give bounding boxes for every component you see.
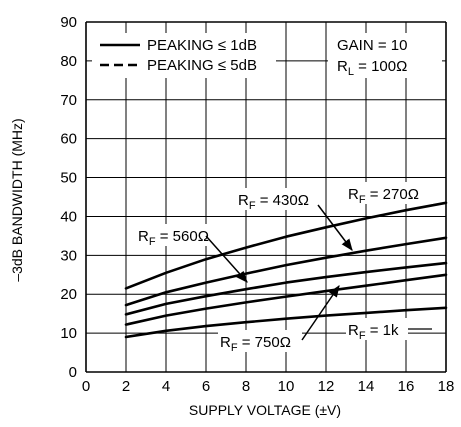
annotation-1k: RF = 1k <box>348 322 399 342</box>
x-tick-label: 0 <box>82 378 90 395</box>
curve-annotations: RF = 430Ω RF = 270Ω RF = 560Ω RF = 750Ω … <box>136 182 433 354</box>
annotation-430: RF = 430Ω <box>238 192 309 212</box>
load-r: R <box>337 58 348 75</box>
annotation-1k-sub: F <box>359 330 366 342</box>
y-axis-label: –3dB BANDWIDTH (MHz) <box>9 118 25 281</box>
load-condition: RL = 100Ω <box>337 58 407 78</box>
test-conditions: GAIN = 10 RL = 100Ω <box>328 33 442 78</box>
annotation-750-sub: F <box>231 342 238 354</box>
annotation-1k-bg <box>346 318 408 340</box>
annotation-560-r: R <box>138 228 149 245</box>
x-axis-label: SUPPLY VOLTAGE (±V) <box>189 402 341 418</box>
x-tick-label: 12 <box>318 378 335 395</box>
x-tick-label: 10 <box>278 378 295 395</box>
arrow-750 <box>301 285 340 341</box>
annotation-270-value: = 270Ω <box>366 186 419 203</box>
annotation-560: RF = 560Ω <box>138 228 209 248</box>
legend-label-5db: PEAKING ≤ 5dB <box>147 57 257 74</box>
y-tick-label: 30 <box>60 247 77 264</box>
annotation-750-r: R <box>220 334 231 351</box>
annotation-270: RF = 270Ω <box>348 186 419 206</box>
y-tick-label: 0 <box>69 364 77 381</box>
arrow-430 <box>317 204 353 251</box>
x-tick-label: 2 <box>122 378 130 395</box>
annotation-430-bg <box>236 188 320 210</box>
legend-background <box>92 33 276 78</box>
annotation-1k-value: = 1k <box>366 322 399 339</box>
legend-label-1db: PEAKING ≤ 1dB <box>147 37 257 54</box>
annotation-750-value: = 750Ω <box>238 334 291 351</box>
legend: PEAKING ≤ 1dB PEAKING ≤ 5dB <box>92 33 276 78</box>
y-tick-label: 60 <box>60 131 77 148</box>
x-tick-label: 6 <box>202 378 210 395</box>
annotation-430-r: R <box>238 192 249 209</box>
annotation-560-bg <box>136 224 220 246</box>
annotation-750: RF = 750Ω <box>220 334 291 354</box>
load-value: = 100Ω <box>354 58 407 75</box>
x-tick-label: 4 <box>162 378 170 395</box>
tick-labels: 0 2 4 6 8 10 12 14 16 18 0 10 20 30 40 50 60 70 80 90 <box>60 14 454 395</box>
y-tick-label: 10 <box>60 325 77 342</box>
annotation-430-sub: F <box>249 200 256 212</box>
series-line <box>124 306 448 339</box>
series-line <box>124 273 448 326</box>
annotation-270-bg <box>345 182 433 204</box>
x-tick-label: 14 <box>358 378 375 395</box>
annotation-270-r: R <box>348 186 359 203</box>
conditions-background <box>328 33 442 78</box>
series-line <box>124 201 448 290</box>
y-tick-label: 90 <box>60 14 77 31</box>
annotation-560-value: = 560Ω <box>156 228 209 245</box>
x-tick-label: 16 <box>398 378 415 395</box>
arrow-560 <box>205 235 248 283</box>
annotation-430-value: = 430Ω <box>256 192 309 209</box>
series-lines <box>124 201 448 339</box>
y-tick-label: 20 <box>60 286 77 303</box>
x-tick-label: 8 <box>242 378 250 395</box>
y-tick-label: 70 <box>60 92 77 109</box>
series-line <box>124 236 448 307</box>
annotation-750-bg <box>218 330 302 352</box>
annotation-270-sub: F <box>359 194 366 206</box>
load-sub: L <box>348 66 354 78</box>
annotation-1k-r: R <box>348 322 359 339</box>
y-tick-label: 80 <box>60 53 77 70</box>
series-line <box>124 261 448 316</box>
gain-condition: GAIN = 10 <box>337 37 407 54</box>
y-tick-label: 40 <box>60 208 77 225</box>
annotation-560-sub: F <box>149 236 156 248</box>
y-tick-label: 50 <box>60 170 77 187</box>
x-tick-label: 18 <box>438 378 455 395</box>
